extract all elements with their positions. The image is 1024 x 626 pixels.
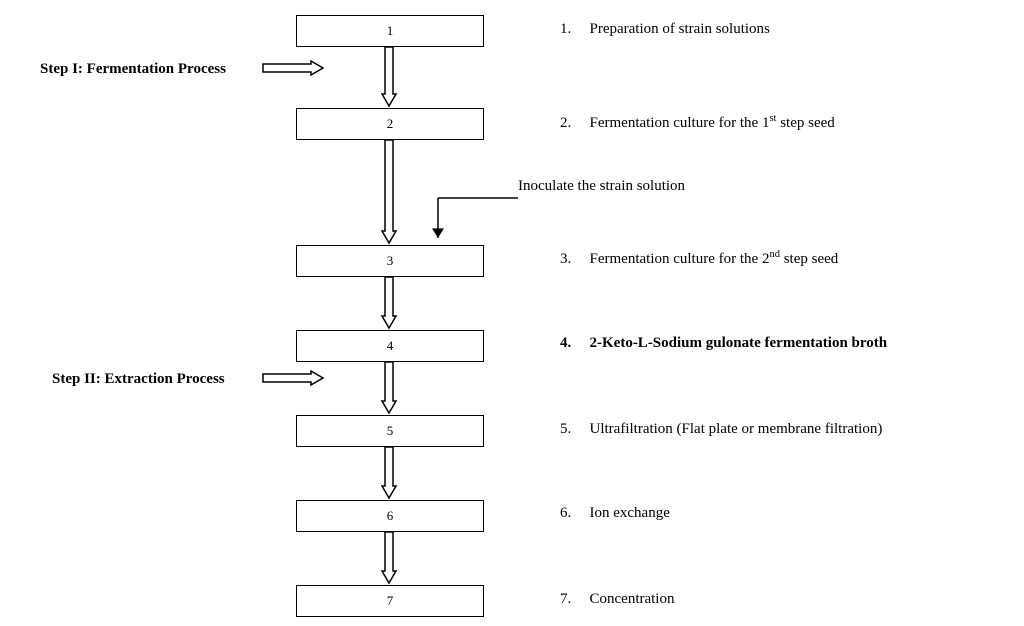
legend-item-3: Inoculate the strain solution (518, 178, 685, 195)
flowchart-arrows-layer (0, 0, 1024, 626)
flow-box-5: 5 (296, 415, 484, 447)
step-label-2: Step II: Extraction Process (52, 371, 225, 388)
flow-box-4: 4 (296, 330, 484, 362)
step-label-1: Step I: Fermentation Process (40, 61, 226, 78)
legend-item-4: 3. Fermentation culture for the 2nd step… (560, 249, 838, 268)
legend-item-2: 2. Fermentation culture for the 1st step… (560, 113, 835, 132)
flow-box-1: 1 (296, 15, 484, 47)
legend-item-7: 6. Ion exchange (560, 505, 670, 522)
flow-box-2: 2 (296, 108, 484, 140)
flow-box-6: 6 (296, 500, 484, 532)
flow-box-3: 3 (296, 245, 484, 277)
legend-item-8: 7. Concentration (560, 591, 674, 608)
flow-box-7: 7 (296, 585, 484, 617)
legend-item-6: 5. Ultrafiltration (Flat plate or membra… (560, 421, 882, 438)
legend-item-5: 4. 2-Keto-L-Sodium gulonate fermentation… (560, 335, 887, 352)
legend-item-1: 1. Preparation of strain solutions (560, 21, 770, 38)
